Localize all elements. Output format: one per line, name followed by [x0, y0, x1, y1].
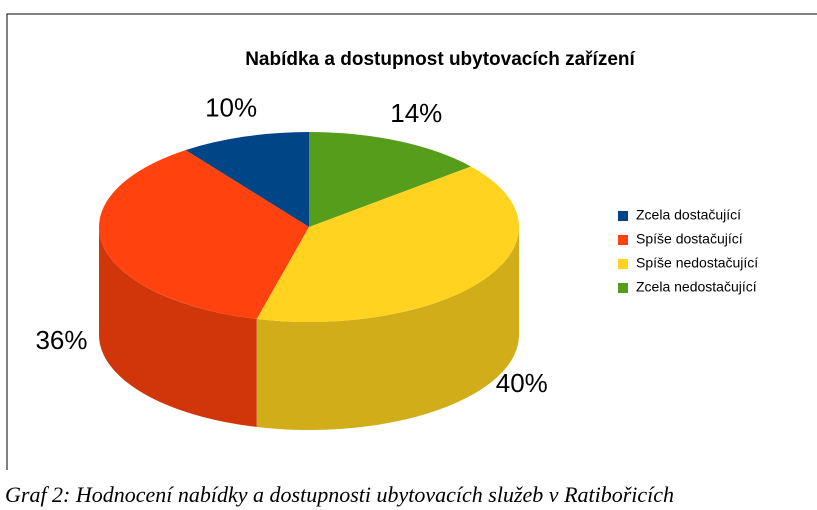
- legend-swatch: [618, 211, 628, 221]
- slice: [98, 150, 309, 320]
- data-label: 40%: [496, 368, 548, 398]
- slice-side: [256, 227, 519, 430]
- data-label: 14%: [390, 98, 442, 128]
- slice: [185, 132, 309, 227]
- data-label: 36%: [35, 325, 87, 355]
- legend-label: Spíše nedostačující: [636, 255, 758, 271]
- slice: [309, 132, 471, 227]
- legend-swatch: [618, 259, 628, 269]
- legend-label: Zcela dostačující: [636, 207, 741, 223]
- legend-swatch: [618, 235, 628, 245]
- legend-label: Zcela nedostačující: [636, 279, 757, 295]
- legend-swatch: [618, 283, 628, 293]
- legend-label: Spíše dostačující: [636, 231, 743, 247]
- slice: [256, 166, 520, 323]
- data-label: 10%: [205, 92, 257, 122]
- slice-side: [99, 227, 257, 428]
- caption: Graf 2: Hodnocení nabídky a dostupnosti …: [5, 482, 674, 507]
- frame: [6, 13, 817, 470]
- chart-title: Nabídka a dostupnost ubytovacích zařízen…: [245, 49, 635, 70]
